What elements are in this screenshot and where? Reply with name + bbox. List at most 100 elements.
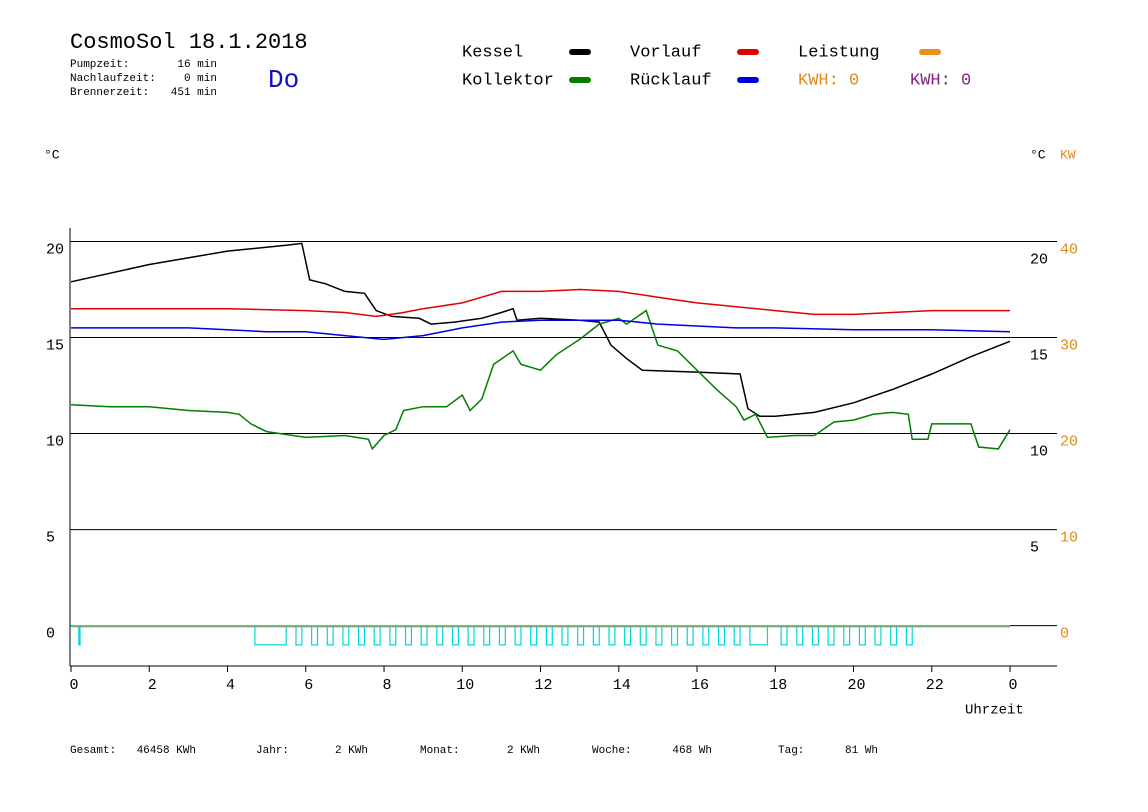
total-value: 468 Wh [672,745,712,757]
pump-pulse [843,625,851,646]
pump-pulse [608,625,616,646]
pump-pulse [311,625,319,646]
pump-pulse [858,625,866,646]
total-value: 2 KWh [507,745,540,757]
series-line [70,309,1011,451]
pump-pulse [639,625,647,646]
y-tick-label: 20 [46,241,64,258]
y-tick-label: 15 [46,337,64,354]
x-tick-label: 14 [613,677,631,694]
x-tick-label: 16 [691,677,709,694]
pump-pulse [436,625,444,646]
chart-title: CosmoSol 18.1.2018 [70,30,308,55]
total-label: Gesamt: [70,745,116,757]
x-tick-label: 0 [69,677,78,694]
legend-label: Vorlauf [630,43,701,62]
pump-pulse [373,625,381,646]
total-value: 46458 KWh [137,745,196,757]
pump-pulse [295,625,303,646]
info-label: Brennerzeit: [70,87,149,99]
pump-pulse [686,625,694,646]
pump-pulse [545,625,553,646]
total-value: 2 KWh [335,745,368,757]
pump-pulse [796,625,804,646]
info-value: 0 min [184,73,217,85]
pump-pulse [702,625,710,646]
x-tick-label: 12 [535,677,553,694]
pump-pulse [780,625,788,646]
kwh-label: KWH: 0 [798,71,859,90]
x-tick-label: 22 [926,677,944,694]
info-value: 451 min [171,87,217,99]
pump-pulse [670,625,679,646]
info-label: Pumpzeit: [70,59,129,71]
pump-pulse [326,625,334,646]
legend-label: Kessel [462,43,523,62]
pump-pulse [514,625,522,646]
pump-pulse [404,625,413,646]
total-value: 81 Wh [845,745,878,757]
y2-tick-label: 20 [1060,434,1078,451]
x-tick-label: 18 [769,677,787,694]
pump-pulse [530,625,538,646]
y2-tick-label: 0 [1060,626,1069,643]
pump-pulse [420,625,428,646]
y-right-tick-label: 10 [1030,444,1048,461]
y-tick-label: 0 [46,626,55,643]
total-label: Jahr: [256,745,289,757]
legend-label: Kollektor [462,71,554,90]
y2-unit: KW [1060,147,1076,162]
x-tick-label: 2 [148,677,157,694]
y-tick-label: 10 [46,434,64,451]
legend-label: Leistung [798,43,880,62]
pump-pulse [561,625,569,646]
pump-pulse [890,625,898,646]
pump-pulse [827,625,835,646]
pump-pulse [78,625,81,646]
pump-pulse [624,625,632,646]
weekday: Do [268,65,299,95]
y2-unit: °C [1030,147,1046,162]
y2-tick-label: 10 [1060,530,1078,547]
x-tick-label: 20 [848,677,866,694]
y-right-tick-label: 5 [1030,540,1039,557]
info-label: Nachlaufzeit: [70,73,156,85]
kwh-label: KWH: 0 [910,71,971,90]
x-tick-label: 0 [1009,677,1018,694]
pump-pulse [357,625,366,646]
x-tick-label: 4 [226,677,235,694]
x-axis-label: Uhrzeit [965,703,1024,719]
pump-pulse [811,625,819,646]
pump-pulse [577,625,585,646]
series-line [71,288,1010,318]
series-line [71,319,1011,341]
pump-pulse [733,625,741,646]
total-label: Monat: [420,745,460,757]
x-tick-label: 10 [456,677,474,694]
pump-pulse [717,625,726,646]
pump-pulse [467,625,475,646]
pump-pulse [483,625,491,646]
x-tick-label: 8 [383,677,392,694]
y-tick-label: 5 [46,530,55,547]
y-right-tick-label: 20 [1030,251,1048,268]
y2-tick-label: 30 [1060,337,1078,354]
info-value: 16 min [177,59,217,71]
pump-pulse [342,625,350,646]
pump-pulse [749,625,769,646]
total-label: Woche: [592,745,632,757]
pump-pulse [254,625,287,646]
pump-pulse [498,625,506,646]
x-tick-label: 6 [304,677,313,694]
y-right-tick-label: 15 [1030,347,1048,364]
y2-tick-label: 40 [1060,241,1078,258]
y-unit: °C [44,147,60,162]
pump-pulse [905,625,913,646]
total-label: Tag: [778,745,804,757]
pump-pulse [451,625,459,646]
legend-label: Rücklauf [630,71,712,90]
pump-pulse [874,625,882,646]
pump-pulse [389,625,397,646]
